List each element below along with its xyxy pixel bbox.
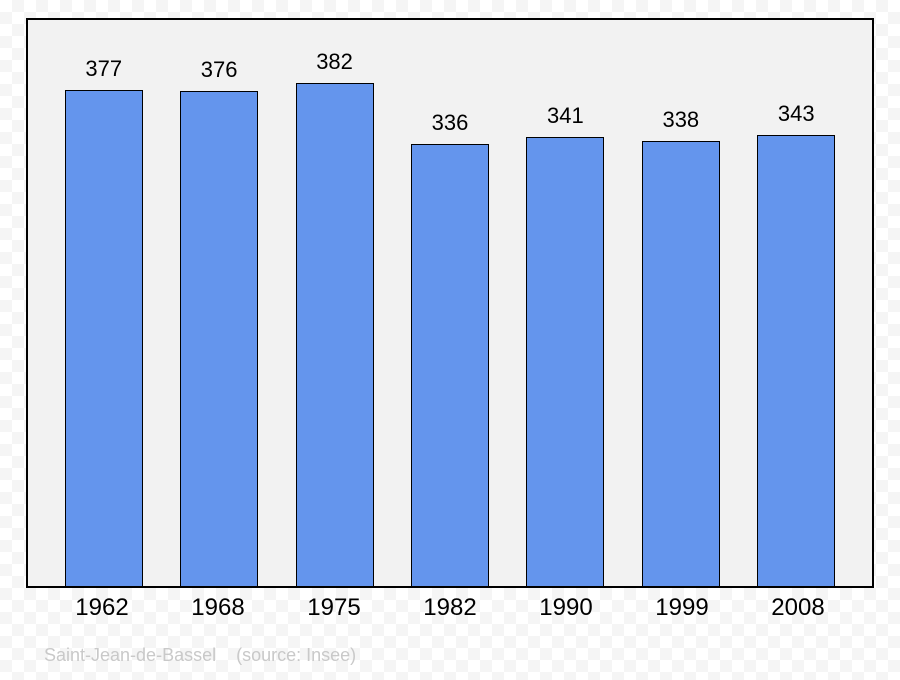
- bar-slot: 377: [46, 20, 161, 586]
- bar-slot: 376: [161, 20, 276, 586]
- x-tick-label: 1982: [392, 594, 508, 622]
- bar-value-label: 338: [662, 107, 699, 133]
- plot-area: 377 376 382 336 341 338 343: [26, 18, 874, 588]
- bar: [642, 141, 720, 586]
- x-tick-label: 1968: [160, 594, 276, 622]
- bar: [65, 90, 143, 586]
- bar: [411, 144, 489, 586]
- bar-slot: 336: [392, 20, 507, 586]
- x-tick-label: 1990: [508, 594, 624, 622]
- population-bar-chart: 377376382336341338343 196219681975198219…: [26, 18, 874, 622]
- bar: [757, 135, 835, 586]
- caption-place: Saint-Jean-de-Bassel: [44, 645, 216, 665]
- bar-value-label: 343: [778, 101, 815, 127]
- x-axis: 1962196819751982199019992008: [26, 594, 874, 622]
- bar-value-label: 336: [432, 110, 469, 136]
- bar-slot: 338: [623, 20, 738, 586]
- x-tick-label: 2008: [740, 594, 856, 622]
- bar-value-label: 376: [201, 57, 238, 83]
- bar: [526, 137, 604, 586]
- bar: [296, 83, 374, 586]
- x-tick-label: 1999: [624, 594, 740, 622]
- chart-caption: Saint-Jean-de-Bassel (source: Insee): [44, 645, 356, 666]
- bar-value-label: 382: [316, 49, 353, 75]
- bar-slot: 343: [739, 20, 854, 586]
- bar-value-label: 341: [547, 103, 584, 129]
- bar-slot: 382: [277, 20, 392, 586]
- bar-slot: 341: [508, 20, 623, 586]
- x-tick-label: 1975: [276, 594, 392, 622]
- caption-source: (source: Insee): [236, 645, 356, 665]
- bar: [180, 91, 258, 586]
- bar-value-label: 377: [85, 56, 122, 82]
- x-tick-label: 1962: [44, 594, 160, 622]
